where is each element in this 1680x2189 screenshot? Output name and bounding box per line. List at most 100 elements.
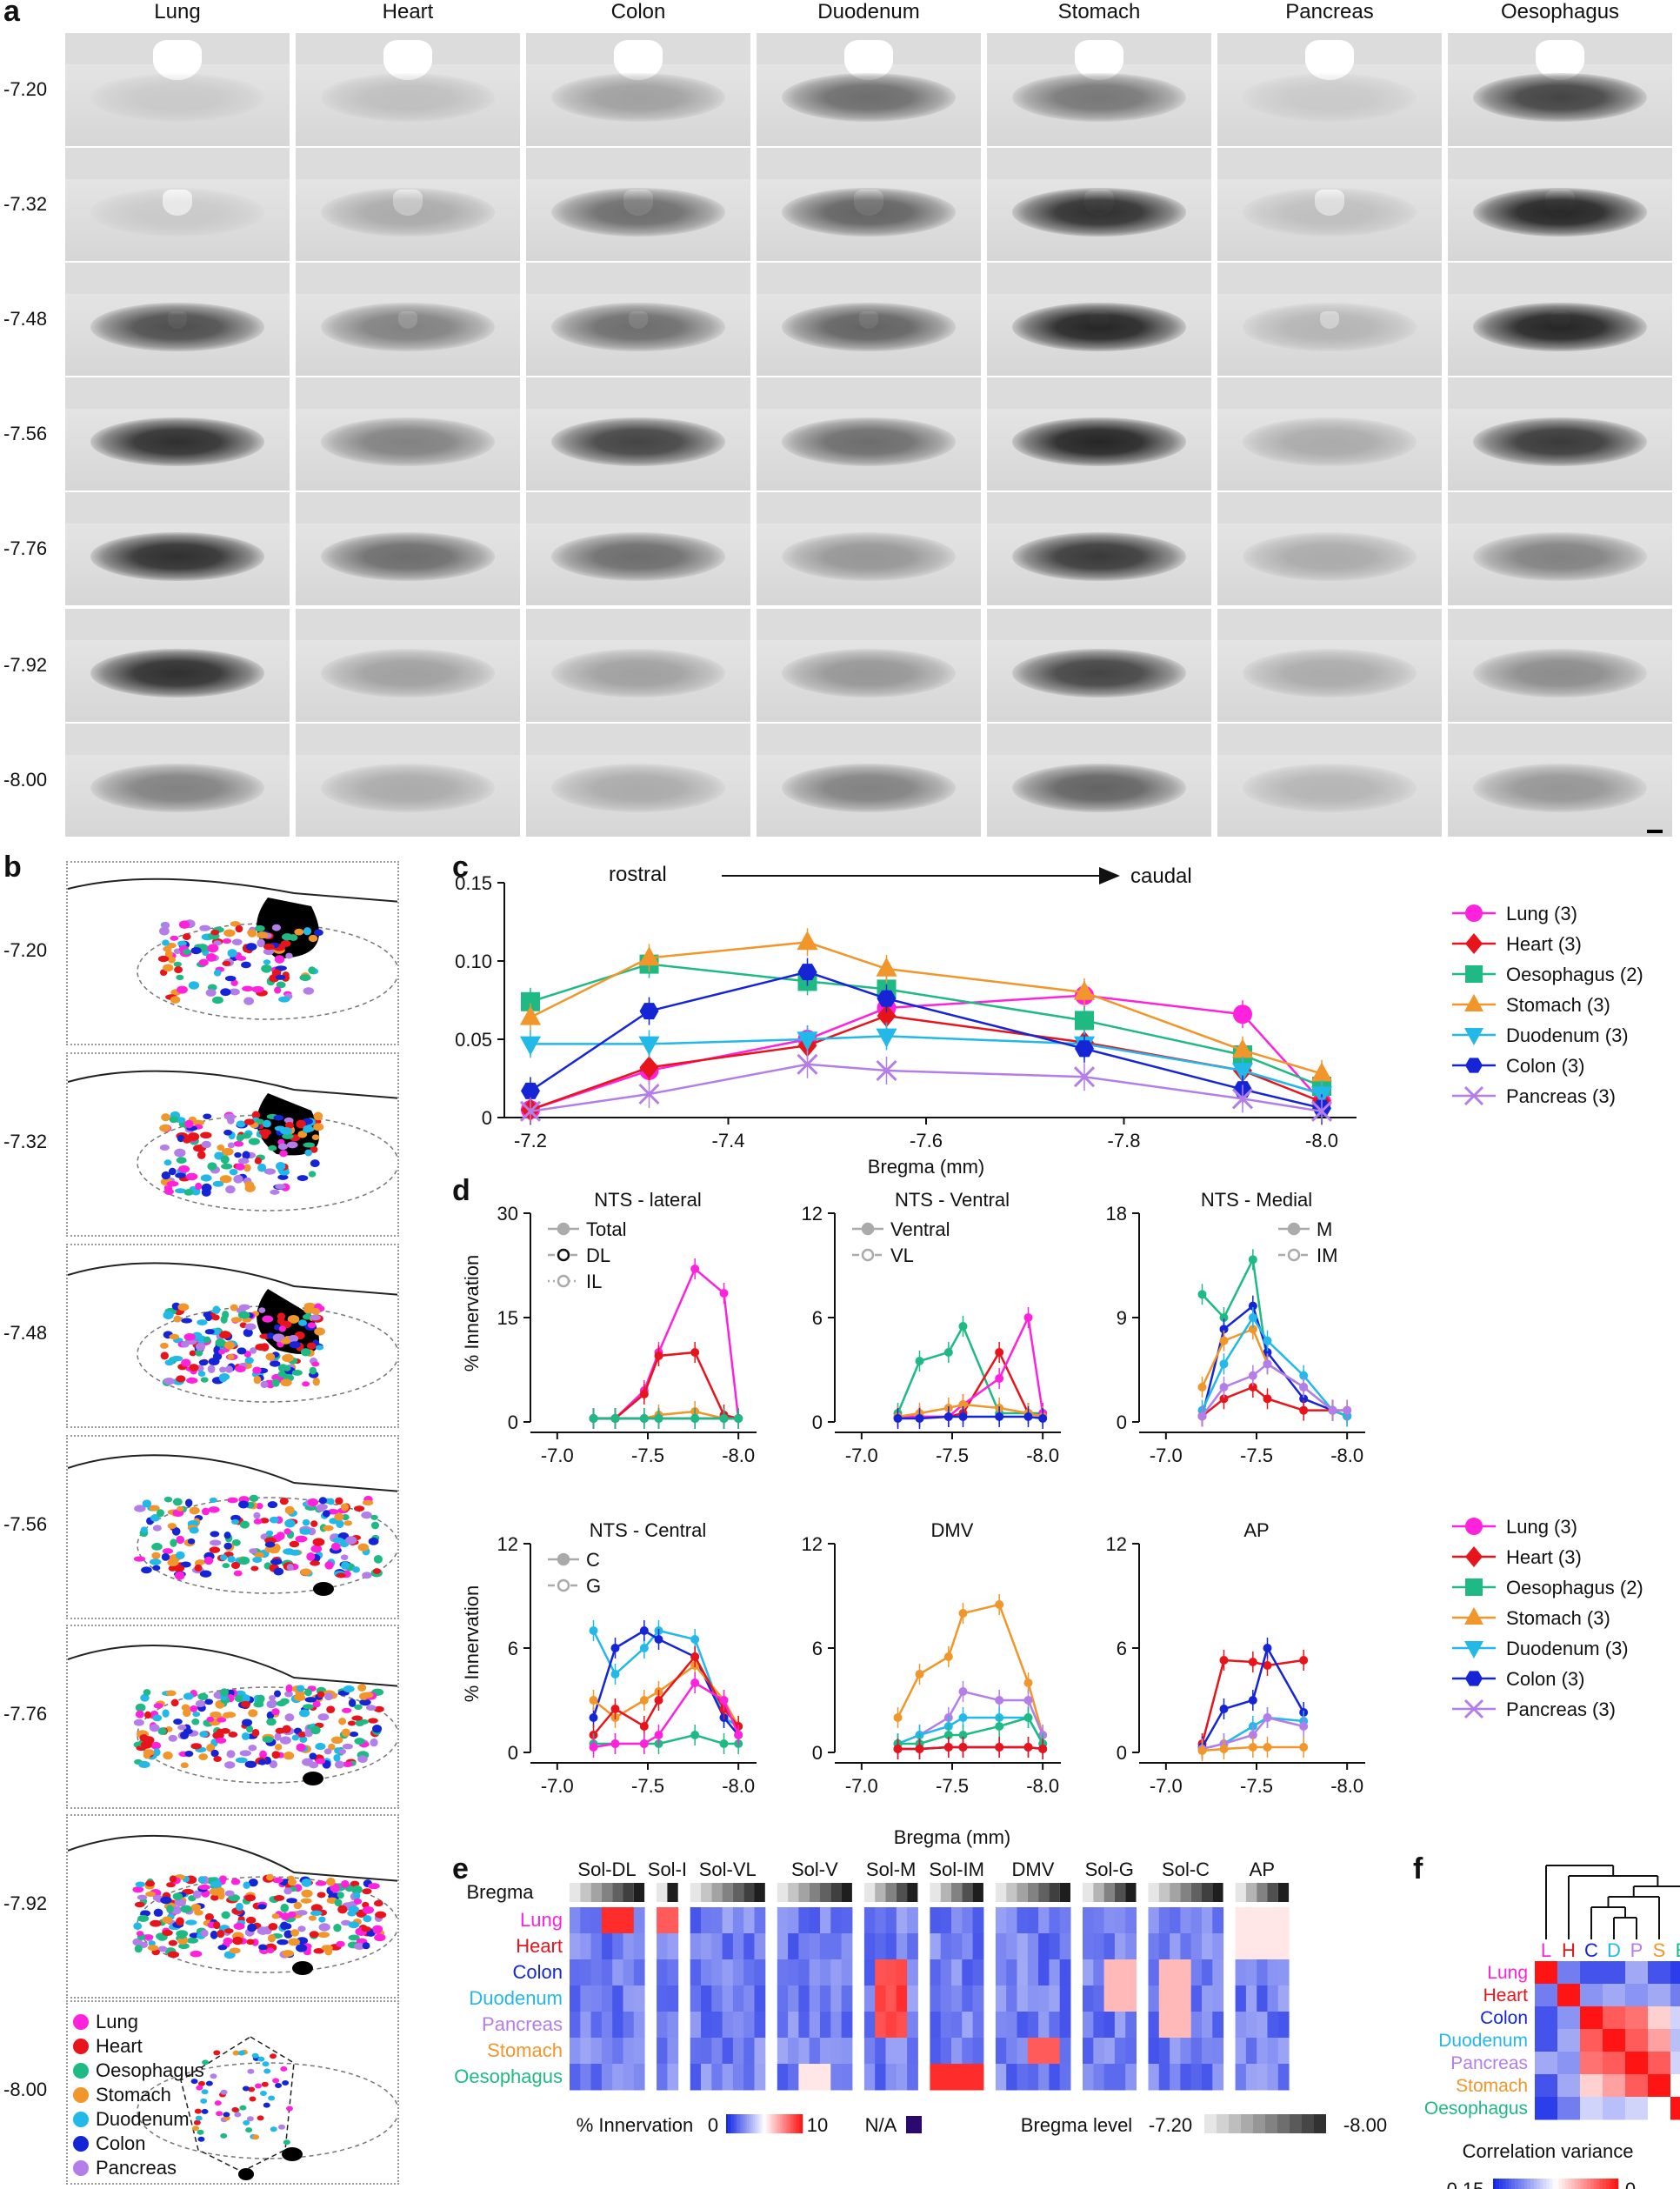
heatmap-cell <box>1245 2038 1257 2065</box>
labeled-cell <box>177 1505 184 1512</box>
heatmap-cell <box>590 1985 603 2012</box>
histology-tile <box>526 33 750 146</box>
heatmap-cell <box>711 1933 723 1960</box>
heatmap-cell <box>570 1907 581 1934</box>
fiber-labeling <box>1243 417 1417 466</box>
colorbar-step <box>1609 2179 1612 2189</box>
bregma-cell <box>657 1883 668 1902</box>
labeled-cell <box>235 1163 245 1171</box>
legend-label: Colon (3) <box>1506 1668 1584 1690</box>
heatmap-cell <box>690 1985 702 2012</box>
labeled-cell <box>242 1718 253 1727</box>
labeled-cell <box>326 1705 336 1713</box>
labeled-cell <box>166 1180 179 1187</box>
labeled-cell <box>143 1689 151 1696</box>
fiber-labeling <box>90 764 264 812</box>
series-pancreas <box>519 1050 1333 1125</box>
labeled-cell <box>236 955 247 961</box>
heatmap-cell <box>690 2038 702 2065</box>
labeled-cell <box>258 1759 267 1765</box>
heatmap-cell <box>1170 1959 1181 1986</box>
heatmap-cell <box>612 2012 623 2039</box>
labeled-cell <box>237 1158 250 1165</box>
labeled-cell <box>162 1548 174 1554</box>
fiber-labeling <box>782 303 956 351</box>
legend-item: Ventral <box>852 1218 950 1240</box>
heatmap-cell <box>1212 1907 1224 1934</box>
labeled-cell <box>159 926 170 936</box>
heatmap-cell <box>1038 1959 1050 1986</box>
y-tick-label: 0 <box>812 1742 823 1764</box>
labeled-cell <box>198 1884 210 1891</box>
fiber-labeling <box>90 417 264 466</box>
heatmap-cell <box>623 1907 635 1934</box>
data-point <box>1263 1348 1272 1357</box>
heatmap-cell <box>667 1907 679 1934</box>
labeled-cell <box>362 1692 374 1698</box>
heatmap-cell <box>743 2038 755 2065</box>
labeled-cell <box>362 1942 370 1950</box>
labeled-cell <box>211 996 223 1004</box>
correlation-cell <box>1648 2074 1671 2098</box>
histology-tile <box>757 492 981 605</box>
heatmap-cell <box>820 2038 831 2065</box>
histology-tile <box>296 492 520 605</box>
labeled-cell <box>269 1516 279 1524</box>
labeled-cell <box>338 1718 347 1725</box>
labeled-cell <box>368 1883 380 1890</box>
labeled-cell <box>160 1351 170 1360</box>
labeled-cell <box>194 2108 202 2114</box>
heatmap-cell <box>1277 2038 1290 2065</box>
labeled-cell <box>170 996 181 1004</box>
labeled-cell <box>229 988 239 994</box>
bregma-cell <box>601 1883 613 1902</box>
colorbar-step <box>785 2114 788 2133</box>
histology-tile <box>1448 724 1672 837</box>
labeled-cell <box>257 2115 264 2121</box>
heatmap-cell <box>798 1907 810 1934</box>
heatmap-cell <box>1114 1985 1126 2012</box>
bregma-cell <box>711 1883 723 1902</box>
heatmap-cell <box>1212 2012 1224 2039</box>
labeled-cell <box>261 2081 269 2087</box>
labeled-cell <box>275 1727 285 1734</box>
data-point <box>610 1414 620 1423</box>
labeled-cell <box>149 1724 160 1732</box>
heatmap-cell <box>570 2064 581 2091</box>
colorbar-step <box>1502 2179 1506 2189</box>
data-point <box>1263 1661 1272 1670</box>
colorbar-step <box>737 2114 740 2133</box>
histology-tile <box>987 377 1211 491</box>
labeled-cell <box>244 1184 256 1192</box>
heatmap-cell <box>1158 2064 1170 2091</box>
labeled-cell <box>267 1934 277 1943</box>
legend-item: Lung (3) <box>1452 903 1577 924</box>
section-map <box>66 1625 399 1809</box>
labeled-cell <box>152 1714 163 1722</box>
colorbar-step <box>776 2114 778 2133</box>
row-label-bregma: -7.20 <box>3 78 48 100</box>
labeled-cell <box>300 1348 311 1357</box>
histology-tile <box>1448 377 1672 491</box>
heatmap-cell <box>1212 1985 1224 2012</box>
data-point <box>1299 1394 1309 1404</box>
data-point <box>1197 1290 1207 1299</box>
heatmap-cell <box>1267 2064 1279 2091</box>
histology-tile <box>1448 492 1672 605</box>
data-point <box>958 1322 968 1331</box>
labeled-cell <box>253 1512 261 1519</box>
labeled-cell <box>223 1937 233 1945</box>
data-point <box>1219 1656 1229 1665</box>
subplot-title: DMV <box>931 1519 974 1541</box>
y-tick-label: 6 <box>508 1638 518 1659</box>
labeled-cell <box>323 1525 334 1532</box>
data-point <box>1219 1359 1229 1369</box>
heatmap-cell <box>777 1985 789 2012</box>
fiber-labeling <box>1012 417 1186 466</box>
labeled-cell <box>257 1694 265 1704</box>
labeled-cell <box>140 1740 153 1749</box>
labeled-cell <box>309 1366 317 1375</box>
heatmap-cell <box>1190 2064 1203 2091</box>
heatmap-cell <box>754 2012 766 2039</box>
heatmap-cell <box>841 2038 853 2065</box>
